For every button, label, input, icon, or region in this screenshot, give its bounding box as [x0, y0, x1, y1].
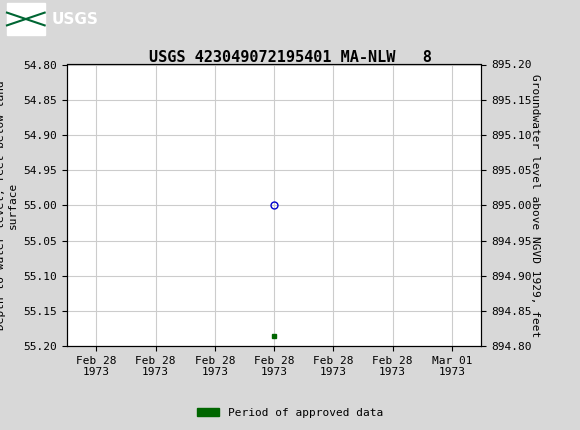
FancyBboxPatch shape [7, 3, 45, 35]
Y-axis label: Groundwater level above NGVD 1929, feet: Groundwater level above NGVD 1929, feet [530, 74, 540, 337]
Text: USGS: USGS [52, 12, 99, 27]
Legend: Period of approved data: Period of approved data [193, 403, 387, 422]
Y-axis label: Depth to water level, feet below land
surface: Depth to water level, feet below land su… [0, 80, 17, 330]
Text: USGS 423049072195401 MA-NLW   8: USGS 423049072195401 MA-NLW 8 [148, 50, 432, 65]
